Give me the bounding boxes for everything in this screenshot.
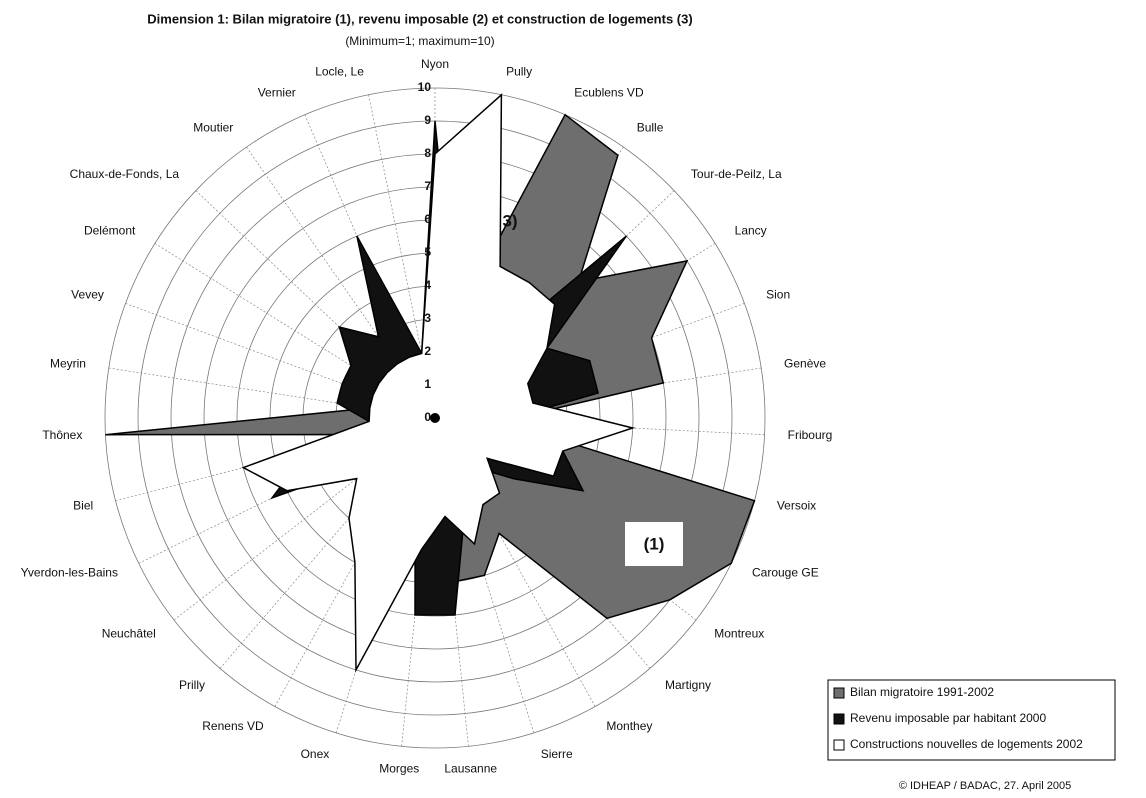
category-label: Lausanne [444, 761, 497, 775]
spoke [368, 94, 436, 419]
category-label: Martigny [665, 678, 711, 692]
category-label: Moutier [193, 120, 233, 134]
spoke [434, 417, 596, 707]
tick-label: 4 [424, 278, 431, 292]
tick-label: 2 [424, 344, 431, 358]
tick-label: 7 [424, 179, 431, 193]
tick-label: 8 [424, 146, 431, 160]
category-label: Vernier [258, 86, 296, 100]
category-label: Nyon [421, 57, 449, 71]
legend-swatch [833, 687, 845, 699]
category-label: Meyrin [50, 357, 86, 371]
spoke [195, 190, 436, 419]
tick-label: 10 [418, 80, 432, 94]
tick-label: 9 [424, 113, 431, 127]
category-label: Onex [301, 747, 330, 761]
annotation: 3) [502, 211, 517, 230]
legend-swatch [833, 739, 845, 751]
tick-label: 6 [424, 212, 431, 226]
tick-label: 5 [424, 245, 431, 259]
chart-subtitle: (Minimum=1; maximum=10) [345, 34, 494, 48]
category-label: Vevey [71, 288, 104, 302]
category-label: Monthey [606, 719, 652, 733]
category-label: Locle, Le [315, 64, 364, 78]
legend-label: Revenu imposable par habitant 2000 [850, 711, 1046, 725]
category-label: Neuchâtel [102, 626, 156, 640]
tick-label: 3 [424, 311, 431, 325]
footer: © IDHEAP / BADAC, 27. April 2005 [899, 780, 1071, 792]
spoke [108, 367, 436, 419]
category-label: Biel [73, 499, 93, 513]
legend-box [827, 679, 1116, 761]
category-label: Bulle [637, 120, 664, 134]
category-label: Chaux-de-Fonds, La [70, 167, 180, 181]
category-label: Prilly [179, 678, 205, 692]
category-label: Yverdon-les-Bains [21, 566, 118, 580]
category-label: Delémont [84, 223, 136, 237]
series-area [241, 93, 636, 673]
category-label: Versoix [777, 499, 816, 513]
category-label: Pully [506, 64, 532, 78]
category-label: Morges [379, 761, 419, 775]
legend-label: Constructions nouvelles de logements 200… [850, 737, 1083, 751]
category-label: Ecublens VD [574, 86, 644, 100]
category-label: Tour-de-Peilz, La [691, 167, 782, 181]
category-label: Genève [784, 357, 826, 371]
category-label: Montreux [714, 626, 764, 640]
spoke [125, 303, 436, 419]
category-label: Lancy [735, 223, 767, 237]
tick-label: 1 [424, 377, 431, 391]
category-label: Carouge GE [752, 566, 819, 580]
spoke [246, 146, 436, 419]
center [430, 413, 440, 423]
chart-title: Dimension 1: Bilan migratoire (1), reven… [147, 11, 692, 26]
category-label: Renens VD [202, 719, 264, 733]
annotation-box [625, 522, 683, 566]
spoke [219, 417, 436, 669]
annotation: (1) [644, 534, 665, 553]
tick-label: 0 [424, 410, 431, 424]
category-label: Thônex [42, 428, 82, 442]
grid-ring [104, 87, 766, 749]
category-label: Sion [766, 288, 790, 302]
category-label: Sierre [541, 747, 573, 761]
spoke [154, 243, 436, 419]
spoke [173, 417, 436, 621]
category-label: Fribourg [788, 428, 833, 442]
legend-label: Bilan migratoire 1991-2002 [850, 685, 994, 699]
legend-swatch [833, 713, 845, 725]
